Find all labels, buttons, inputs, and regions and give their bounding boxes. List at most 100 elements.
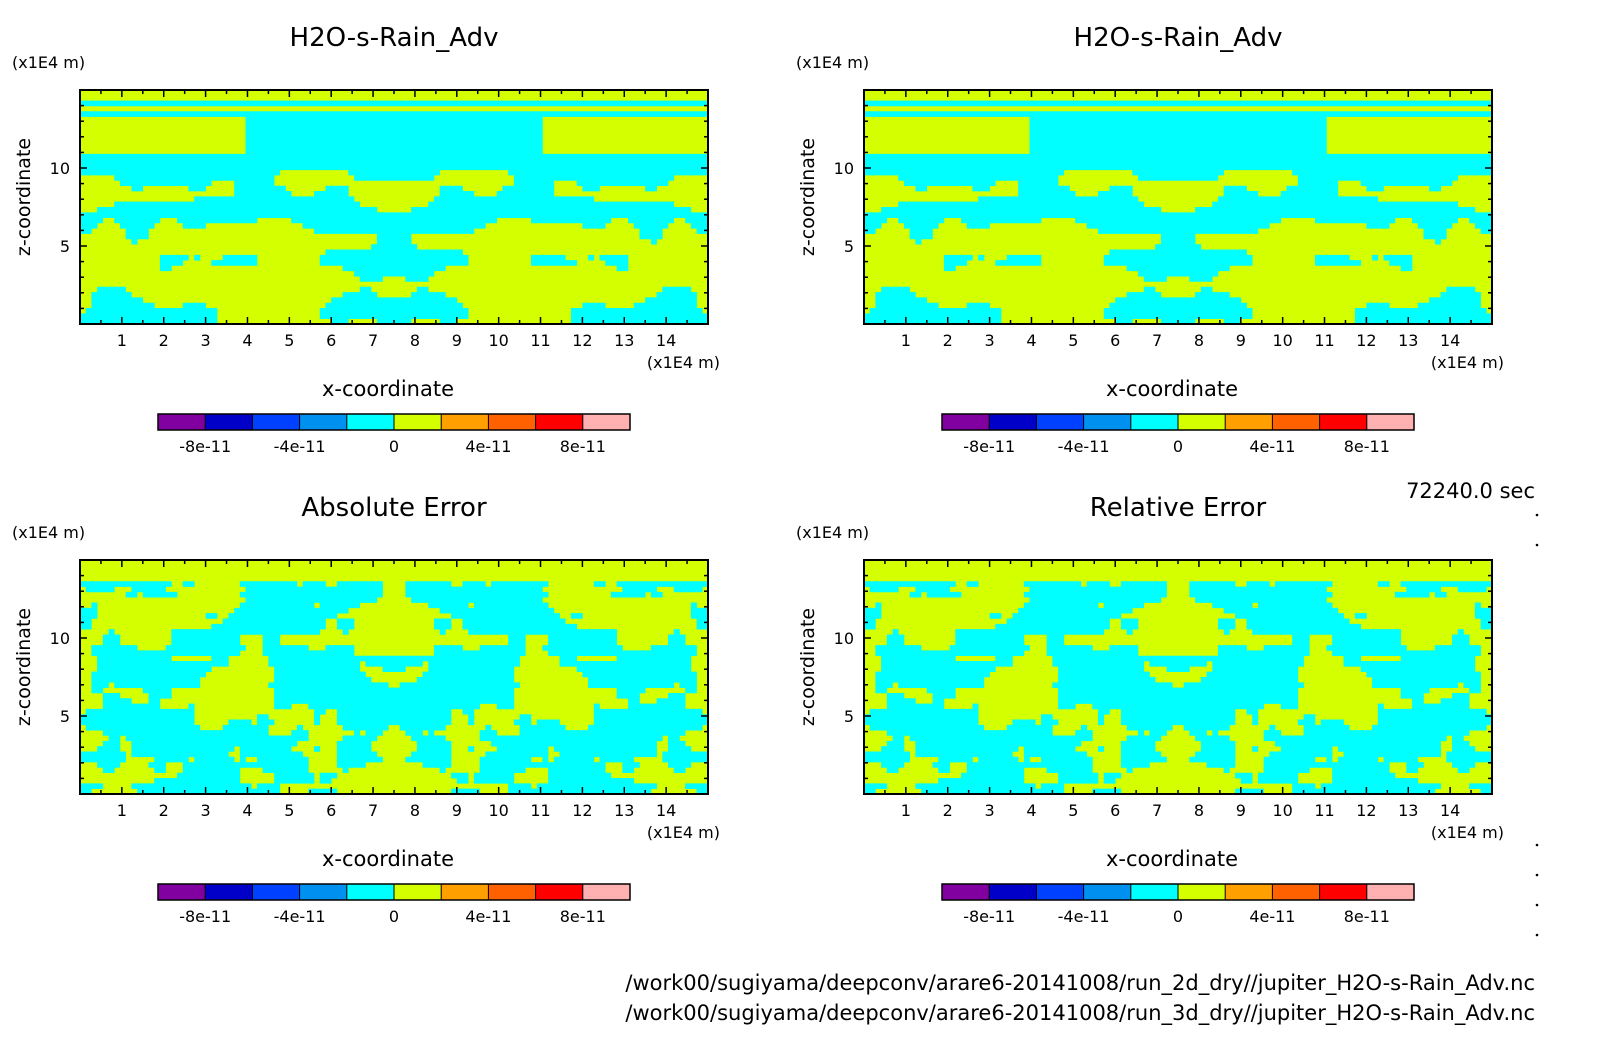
- x-tick-label: 10: [1272, 331, 1292, 350]
- panel-title: Relative Error: [1090, 493, 1267, 523]
- time-label: 72240.0 sec: [1406, 479, 1535, 503]
- y-tick-label: 10: [834, 629, 854, 648]
- panel-title: H2O-s-Rain_Adv: [1074, 23, 1283, 53]
- colorbar-segment: [942, 884, 990, 900]
- x-tick-label: 8: [410, 331, 420, 350]
- x-tick-label: 5: [284, 331, 294, 350]
- panel-2: H2O-s-Rain_Adv(x1E4 m)1 2 3 4 5 6 7 8 9 10 11 12 13 1…: [796, 23, 1504, 456]
- y-unit-label: (x1E4 m): [796, 53, 869, 72]
- colorbar-segment: [346, 884, 395, 900]
- margin-dot: [1535, 903, 1539, 907]
- colorbar-tick-label: -4e-11: [1058, 437, 1110, 456]
- colorbar-segment: [1036, 884, 1085, 900]
- colorbar: -8e-11 -4e-11 0 4e-11 8e-11: [941, 883, 1415, 926]
- heatmap-cyan-region: [864, 100, 1492, 324]
- y-tick-label: 5: [844, 237, 854, 256]
- x-tick-label: 3: [985, 801, 995, 820]
- colorbar-frame: [157, 413, 631, 431]
- colorbar-segment: [942, 414, 990, 430]
- x-tick-label: 9: [452, 331, 462, 350]
- y-unit-label: (x1E4 m): [796, 523, 869, 542]
- colorbar-tick-label: -8e-11: [963, 907, 1015, 926]
- x-tick-label: 2: [943, 801, 953, 820]
- x-tick-label: 6: [1110, 331, 1120, 350]
- colorbar-segment: [989, 414, 1037, 430]
- colorbar-segment: [582, 884, 631, 900]
- colorbar-segment: [1272, 884, 1321, 900]
- colorbar-segment: [346, 414, 395, 430]
- colorbar-tick-label: -8e-11: [179, 437, 231, 456]
- colorbar-segment: [158, 414, 206, 430]
- x-tick-label: 7: [1152, 331, 1162, 350]
- x-tick-label: 7: [1152, 801, 1162, 820]
- x-tick-label: 5: [1068, 331, 1078, 350]
- margin-dot: [1535, 843, 1539, 847]
- colorbar-tick-label: -4e-11: [274, 437, 326, 456]
- colorbar-segment: [394, 414, 442, 430]
- colorbar-tick-label: -4e-11: [274, 907, 326, 926]
- y-axis-label: z-coordinate: [797, 608, 819, 726]
- colorbar: -8e-11 -4e-11 0 4e-11 8e-11: [157, 883, 631, 926]
- colorbar-segment: [441, 884, 489, 900]
- colorbar-segment: [1225, 414, 1273, 430]
- x-tick-label: 6: [1110, 801, 1120, 820]
- x-tick-label: 12: [1356, 801, 1376, 820]
- colorbar-segment: [1366, 414, 1415, 430]
- y-tick-label: 10: [834, 159, 854, 178]
- colorbar-tick-label: 4e-11: [465, 437, 511, 456]
- heatmap-field: [864, 560, 1492, 794]
- colorbar-tick-label: 8e-11: [560, 907, 606, 926]
- colorbar-segment: [1178, 884, 1226, 900]
- colorbar-segment: [1225, 884, 1273, 900]
- x-tick-label: 5: [1068, 801, 1078, 820]
- x-tick-label: 3: [201, 331, 211, 350]
- colorbar-segment: [394, 884, 442, 900]
- y-axis-label: z-coordinate: [13, 608, 35, 726]
- panel-1: H2O-s-Rain_Adv(x1E4 m)1 2 3 4 5 6 7 8 9 10 11 12 13 1…: [12, 23, 720, 456]
- x-tick-label: 6: [326, 331, 336, 350]
- x-tick-label: 10: [1272, 801, 1292, 820]
- x-tick-label: 3: [201, 801, 211, 820]
- colorbar-tick-label: -8e-11: [963, 437, 1015, 456]
- colorbar-segment: [1130, 414, 1179, 430]
- heatmap-cyan-region: [80, 581, 708, 794]
- colorbar-segment: [1366, 884, 1415, 900]
- margin-dot: [1535, 543, 1539, 547]
- y-tick-label: 5: [60, 237, 70, 256]
- colorbar-segment: [582, 414, 631, 430]
- y-unit-label: (x1E4 m): [12, 523, 85, 542]
- colorbar-segment: [205, 414, 253, 430]
- y-tick-label: 10: [50, 629, 70, 648]
- x-tick-label: 12: [1356, 331, 1376, 350]
- colorbar-segment: [252, 884, 301, 900]
- colorbar-frame: [941, 413, 1415, 431]
- x-tick-label: 1: [901, 801, 911, 820]
- x-tick-label: 4: [242, 331, 252, 350]
- colorbar-tick-label: 8e-11: [560, 437, 606, 456]
- x-tick-label: 11: [530, 331, 550, 350]
- x-tick-label: 8: [1194, 331, 1204, 350]
- colorbar-segment: [1319, 414, 1368, 430]
- x-tick-label: 13: [1398, 801, 1418, 820]
- colorbar-segment: [1130, 884, 1179, 900]
- x-tick-label: 1: [117, 801, 127, 820]
- x-tick-label: 7: [368, 801, 378, 820]
- colorbar-segment: [1083, 884, 1132, 900]
- x-unit-label: (x1E4 m): [647, 353, 720, 372]
- y-tick-label: 5: [844, 707, 854, 726]
- colorbar-tick-label: 0: [1173, 437, 1183, 456]
- heatmap-field: [864, 90, 1492, 324]
- x-tick-label: 8: [1194, 801, 1204, 820]
- colorbar: -8e-11 -4e-11 0 4e-11 8e-11: [941, 413, 1415, 456]
- x-tick-label: 11: [1314, 331, 1334, 350]
- colorbar-segment: [1272, 414, 1321, 430]
- x-tick-label: 9: [1236, 801, 1246, 820]
- x-unit-label: (x1E4 m): [1431, 353, 1504, 372]
- x-axis-label: x-coordinate: [322, 847, 454, 871]
- margin-dot: [1535, 933, 1539, 937]
- x-unit-label: (x1E4 m): [647, 823, 720, 842]
- x-tick-label: 10: [488, 801, 508, 820]
- colorbar-segment: [252, 414, 301, 430]
- x-tick-label: 14: [656, 801, 676, 820]
- x-unit-label: (x1E4 m): [1431, 823, 1504, 842]
